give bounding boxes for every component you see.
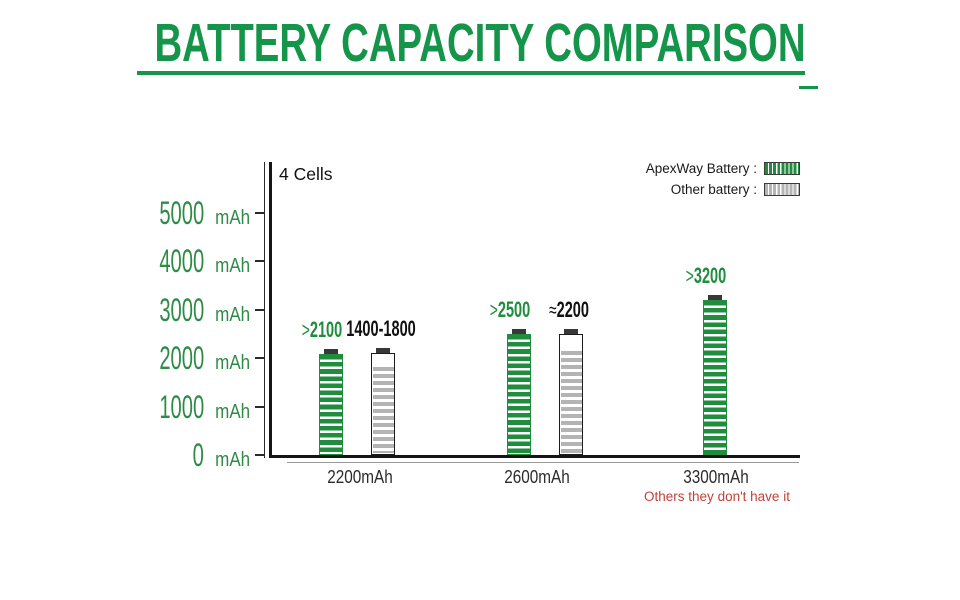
x-axis-note: Others they don't have it [644, 489, 790, 504]
y-tick-label: 0 mAh [86, 438, 250, 472]
battery-cap [324, 349, 338, 355]
battery-cap [708, 294, 722, 300]
y-tick-unit: mAh [215, 352, 250, 375]
y-tick-mark [255, 357, 265, 360]
y-tick-unit: mAh [215, 303, 250, 326]
legend-label-apexway: ApexWay Battery : [645, 161, 757, 176]
y-tick-mark [255, 405, 265, 408]
y-tick-unit: mAh [215, 400, 250, 423]
battery-bar-apexway [703, 299, 727, 455]
x-axis-line [268, 455, 800, 458]
page-title: BATTERY CAPACITY COMPARISON [154, 13, 806, 73]
y-tick-mark [255, 454, 265, 456]
battery-cap [512, 329, 526, 335]
other-battery-icon [764, 183, 800, 196]
battery-cap [376, 348, 390, 354]
battery-fill [560, 350, 582, 454]
y-tick-value: 1000 [159, 388, 204, 425]
y-tick-value: 4000 [159, 243, 204, 280]
x-category-label: 2600mAh [504, 467, 570, 487]
bar-value-label: >2500 [464, 299, 556, 322]
y-tick-value: 3000 [159, 291, 204, 328]
value-text: 3200 [693, 262, 727, 288]
y-tick-mark [255, 308, 265, 311]
y-axis-line [268, 162, 272, 458]
apexway-battery-icon [764, 162, 800, 175]
battery-bar-other [559, 333, 583, 455]
battery-fill [372, 366, 394, 454]
x-category-label: 2200mAh [327, 467, 393, 487]
value-text: 2100 [309, 317, 343, 343]
comparison-symbol: > [489, 299, 498, 323]
value-text: 2500 [497, 297, 531, 323]
cells-label: 4 Cells [279, 164, 333, 184]
y-tick-value: 5000 [159, 195, 204, 231]
comparison-symbol: > [301, 319, 310, 343]
title-dash [799, 86, 818, 89]
y-tick-value: 2000 [159, 340, 204, 377]
comparison-symbol: ≈ [549, 298, 557, 322]
y-tick-value: 0 [192, 437, 204, 473]
battery-bar-other [371, 353, 395, 455]
bar-value-label: >3200 [660, 262, 752, 288]
y-tick-label: 1000 mAh [86, 390, 250, 424]
bar-value-label: >2100 [276, 319, 368, 342]
y-tick-label: 2000 mAh [86, 341, 250, 375]
comparison-symbol: > [685, 264, 694, 288]
y-tick-label: 4000 mAh [86, 244, 250, 278]
y-tick-label: 3000 mAh [86, 293, 250, 327]
bar-value-label: ≈2200 [523, 296, 615, 322]
legend-row-other: Other battery : [671, 182, 800, 197]
y-tick-label: 5000 mAh [86, 196, 250, 230]
battery-cap [564, 328, 578, 334]
x-axis-subline [287, 461, 799, 463]
title-underline [137, 71, 805, 75]
legend-label-other: Other battery : [670, 182, 757, 197]
y-tick-unit: mAh [215, 449, 250, 471]
battery-bar-apexway [319, 354, 343, 455]
x-category-label: 3300mAh [683, 467, 749, 487]
y-tick-unit: mAh [215, 207, 250, 229]
legend-row-apexway: ApexWay Battery : [646, 161, 800, 176]
bar-value-label: 1400-1800 [346, 316, 416, 342]
y-tick-mark [255, 212, 265, 214]
value-text: 2200 [556, 296, 589, 322]
y-tick-unit: mAh [215, 255, 250, 278]
battery-bar-apexway [507, 334, 531, 455]
legend: ApexWay Battery : Other battery : [646, 161, 800, 197]
y-tick-mark [255, 260, 265, 263]
